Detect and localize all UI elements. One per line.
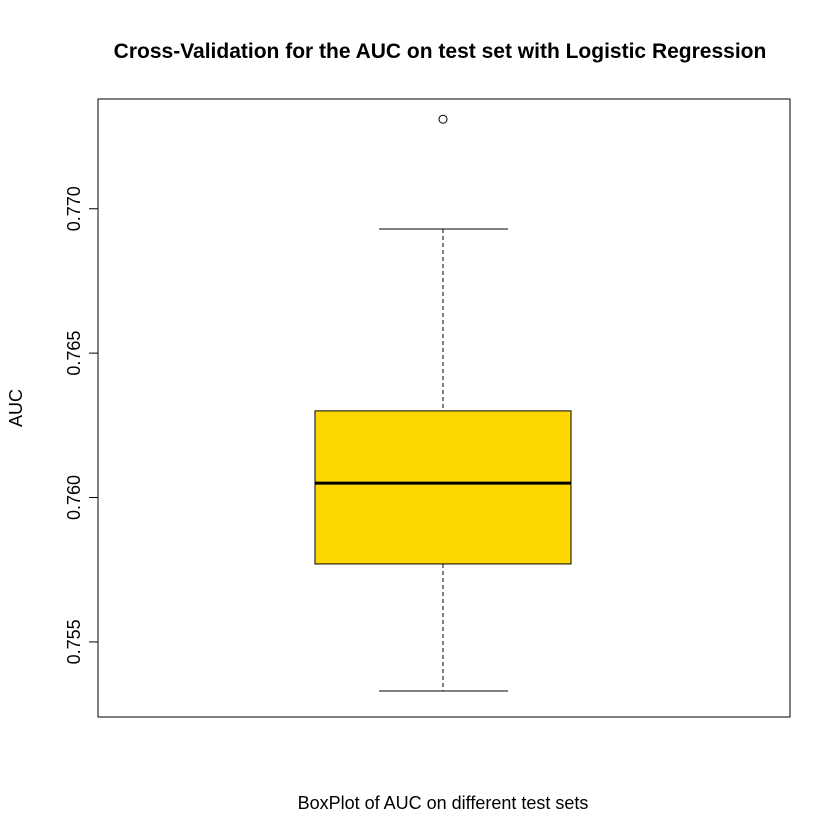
x-axis-label: BoxPlot of AUC on different test sets	[298, 793, 589, 813]
y-tick-label: 0.760	[64, 475, 84, 520]
y-tick-label: 0.765	[64, 331, 84, 376]
iqr-box	[314, 410, 572, 565]
outlier-point	[438, 114, 448, 124]
y-tick-label: 0.755	[64, 619, 84, 664]
y-axis: 0.755 0.760 0.765 0.770	[64, 186, 99, 664]
chart-title: Cross-Validation for the AUC on test set…	[114, 40, 767, 63]
y-tick-label: 0.770	[64, 186, 84, 231]
box-group	[314, 114, 572, 692]
y-axis-label: AUC	[6, 389, 26, 427]
plot-area-frame	[97, 98, 791, 718]
